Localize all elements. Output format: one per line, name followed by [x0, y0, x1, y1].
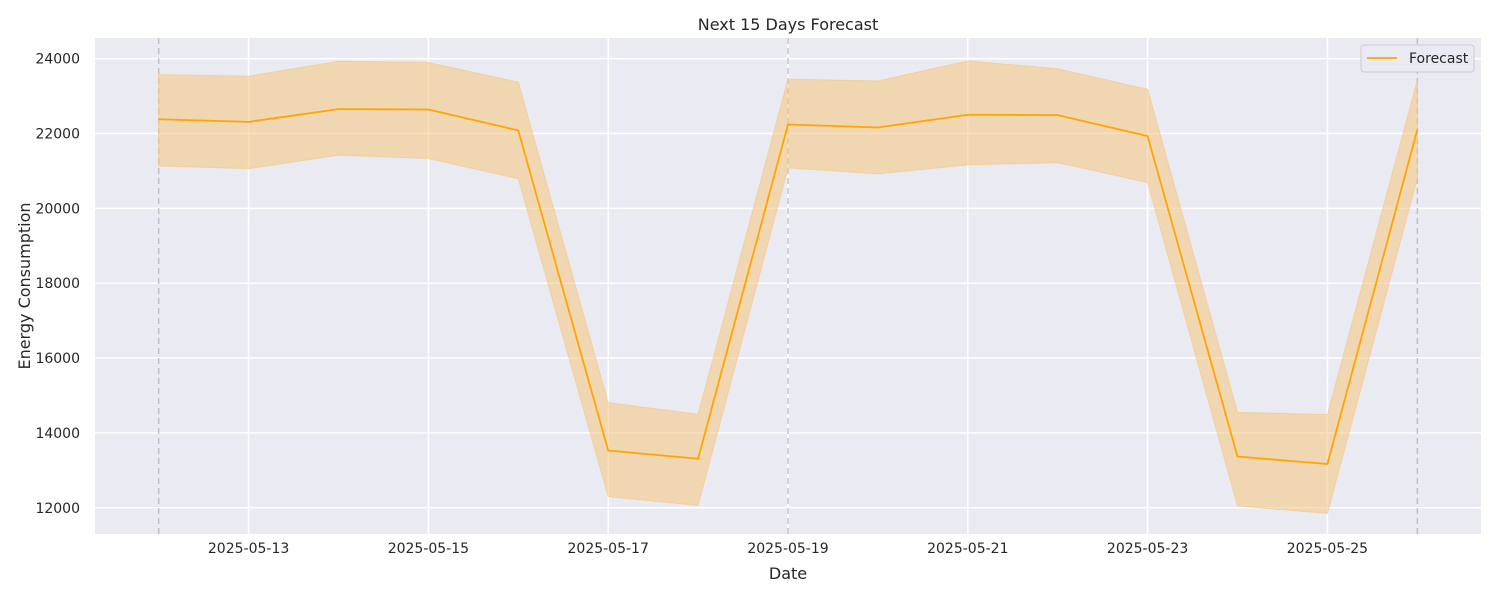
legend-label-forecast: Forecast: [1409, 51, 1469, 67]
chart-title: Next 15 Days Forecast: [698, 15, 879, 34]
y-tick-labels: 12000 14000 16000 18000 20000 22000 24000: [35, 52, 80, 517]
x-tick-label: 2025-05-13: [208, 541, 289, 557]
legend-box: [1360, 44, 1475, 73]
confidence-band-group: [158, 60, 1418, 514]
x-tick-label: 2025-05-23: [1107, 541, 1188, 557]
x-axis-title: Date: [769, 564, 807, 583]
y-tick-label: 18000: [35, 276, 80, 292]
confidence-band: [158, 60, 1418, 514]
x-tick-label: 2025-05-17: [568, 541, 649, 557]
x-tick-label: 2025-05-25: [1287, 541, 1368, 557]
x-tick-label: 2025-05-15: [388, 541, 469, 557]
y-tick-label: 14000: [35, 426, 80, 442]
y-tick-label: 20000: [35, 201, 80, 217]
y-axis-title: Energy Consumption: [15, 202, 34, 369]
y-tick-label: 22000: [35, 126, 80, 142]
y-tick-label: 16000: [35, 351, 80, 367]
x-tick-label: 2025-05-19: [747, 541, 828, 557]
x-tick-label: 2025-05-21: [927, 541, 1008, 557]
x-tick-labels: 2025-05-13 2025-05-15 2025-05-17 2025-05-19…: [208, 541, 1368, 557]
legend: Forecast: [1360, 44, 1475, 73]
series-lines: [158, 108, 1419, 465]
forecast-line: [158, 108, 1419, 465]
y-tick-label: 24000: [35, 52, 80, 68]
y-tick-label: 12000: [35, 501, 80, 517]
